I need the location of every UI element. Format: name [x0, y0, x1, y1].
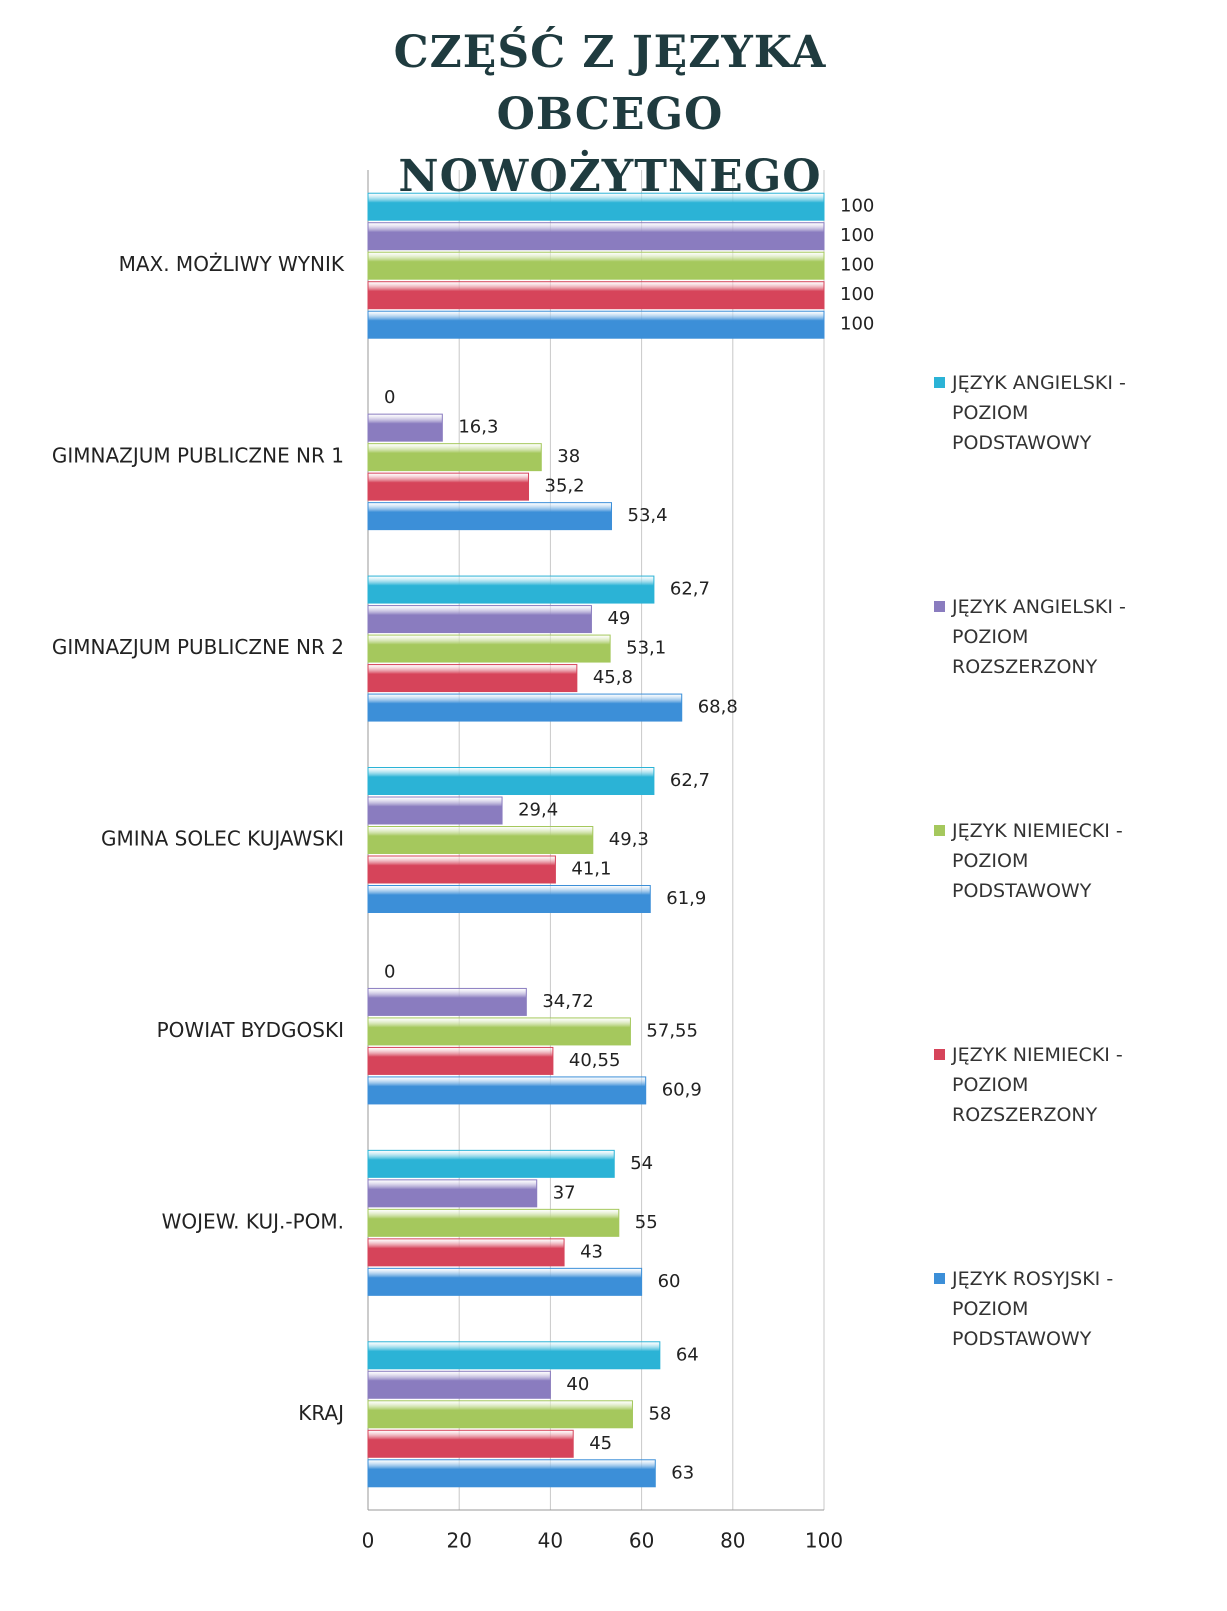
x-tick-label: 40 — [538, 1529, 563, 1553]
value-label: 29,4 — [518, 800, 558, 821]
value-label: 53,1 — [626, 638, 666, 659]
value-label: 35,2 — [545, 476, 585, 497]
bar — [367, 1238, 565, 1267]
bar — [367, 1017, 631, 1046]
y-tick-label: WOJEW. KUJ.-POM. — [162, 1209, 344, 1233]
y-tick-label: MAX. MOŻLIWY WYNIK — [119, 252, 345, 276]
bar — [367, 1429, 574, 1458]
value-label: 68,8 — [698, 697, 738, 718]
value-label: 40 — [566, 1374, 589, 1395]
value-label: 38 — [557, 446, 580, 467]
value-label: 34,72 — [542, 991, 594, 1012]
value-label: 55 — [635, 1212, 658, 1233]
value-label: 0 — [384, 961, 395, 982]
bar — [367, 885, 651, 913]
y-tick-label: KRAJ — [298, 1401, 344, 1425]
bar — [367, 413, 443, 442]
value-label: 0 — [384, 387, 395, 408]
bar — [367, 310, 825, 339]
bar — [367, 472, 530, 501]
bar — [367, 1400, 633, 1429]
legend-swatch — [934, 377, 945, 388]
bar — [367, 855, 556, 884]
bar — [367, 1370, 551, 1399]
value-label: 100 — [840, 225, 874, 246]
legend-label: JĘZYK NIEMIECKI - POZIOM PODSTAWOWY — [952, 820, 1123, 902]
legend-entry: JĘZYK ANGIELSKI - POZIOM PODSTAWOWY — [932, 368, 1152, 458]
bar — [367, 1179, 538, 1208]
y-tick-label: GIMNAZJUM PUBLICZNE NR 1 — [52, 444, 344, 468]
bar — [367, 693, 683, 722]
bar — [367, 634, 611, 663]
value-label: 41,1 — [571, 859, 611, 880]
value-label: 60 — [658, 1271, 681, 1292]
bar — [367, 502, 613, 531]
legend-entry: JĘZYK NIEMIECKI - POZIOM ROZSZERZONY — [932, 1040, 1152, 1130]
bar — [367, 1149, 615, 1178]
x-tick-label: 100 — [805, 1529, 843, 1553]
legend-entry: JĘZYK ROSYJSKI - POZIOM PODSTAWOWY — [932, 1264, 1152, 1354]
value-label: 100 — [840, 255, 874, 276]
bar — [367, 281, 825, 310]
x-tick-label: 60 — [629, 1529, 654, 1553]
value-label: 16,3 — [458, 417, 498, 438]
legend-swatch — [934, 601, 945, 612]
value-label: 62,7 — [670, 770, 710, 791]
bar — [367, 664, 578, 693]
value-label: 57,55 — [646, 1020, 698, 1041]
x-tick-label: 80 — [720, 1529, 745, 1553]
bar — [367, 1076, 647, 1105]
value-label: 100 — [840, 314, 874, 335]
value-label: 62,7 — [670, 579, 710, 600]
value-label: 100 — [840, 196, 874, 217]
value-label: 63 — [671, 1462, 694, 1483]
bar — [367, 1459, 656, 1488]
bar — [367, 767, 655, 795]
bar — [367, 251, 825, 280]
bar — [367, 605, 592, 634]
legend-entry: JĘZYK ANGIELSKI - POZIOM ROZSZERZONY — [932, 592, 1152, 682]
value-label: 40,55 — [569, 1050, 621, 1071]
bar — [367, 443, 542, 472]
bar — [367, 1046, 554, 1075]
bar — [367, 222, 825, 251]
bar — [367, 1341, 661, 1370]
legend-label: JĘZYK ANGIELSKI - POZIOM PODSTAWOWY — [952, 372, 1126, 454]
legend-swatch — [934, 1273, 945, 1284]
x-tick-label: 20 — [446, 1529, 471, 1553]
value-label: 43 — [580, 1241, 603, 1262]
bar — [367, 1208, 620, 1237]
value-label: 37 — [553, 1182, 576, 1203]
legend-label: JĘZYK ROSYJSKI - POZIOM PODSTAWOWY — [952, 1268, 1114, 1350]
bar — [367, 987, 527, 1016]
y-tick-label: POWIAT BYDGOSKI — [157, 1018, 344, 1042]
chart-title: CZĘŚĆ Z JĘZYKA OBCEGO NOWOŻYTNEGO — [393, 27, 827, 202]
value-label: 45 — [589, 1433, 612, 1454]
value-label: 45,8 — [593, 667, 633, 688]
legend-swatch — [934, 1049, 945, 1060]
legend-entry: JĘZYK NIEMIECKI - POZIOM PODSTAWOWY — [932, 816, 1152, 906]
bar — [367, 575, 655, 604]
value-label: 64 — [676, 1344, 699, 1365]
value-label: 49 — [607, 608, 630, 629]
x-tick-label: 0 — [362, 1529, 375, 1553]
bar — [367, 1267, 643, 1296]
bar — [367, 826, 594, 854]
value-label: 60,9 — [662, 1079, 702, 1100]
bar — [367, 192, 825, 221]
value-label: 61,9 — [666, 888, 706, 909]
legend-label: JĘZYK ANGIELSKI - POZIOM ROZSZERZONY — [952, 596, 1126, 678]
legend-swatch — [934, 825, 945, 836]
value-label: 58 — [648, 1403, 671, 1424]
legend-label: JĘZYK NIEMIECKI - POZIOM ROZSZERZONY — [952, 1044, 1123, 1126]
value-label: 49,3 — [609, 829, 649, 850]
bar — [367, 796, 503, 825]
y-tick-label: GIMNAZJUM PUBLICZNE NR 2 — [52, 635, 344, 659]
value-label: 54 — [630, 1153, 653, 1174]
y-tick-label: GMINA SOLEC KUJAWSKI — [101, 827, 344, 851]
value-label: 53,4 — [628, 505, 668, 526]
value-label: 100 — [840, 284, 874, 305]
